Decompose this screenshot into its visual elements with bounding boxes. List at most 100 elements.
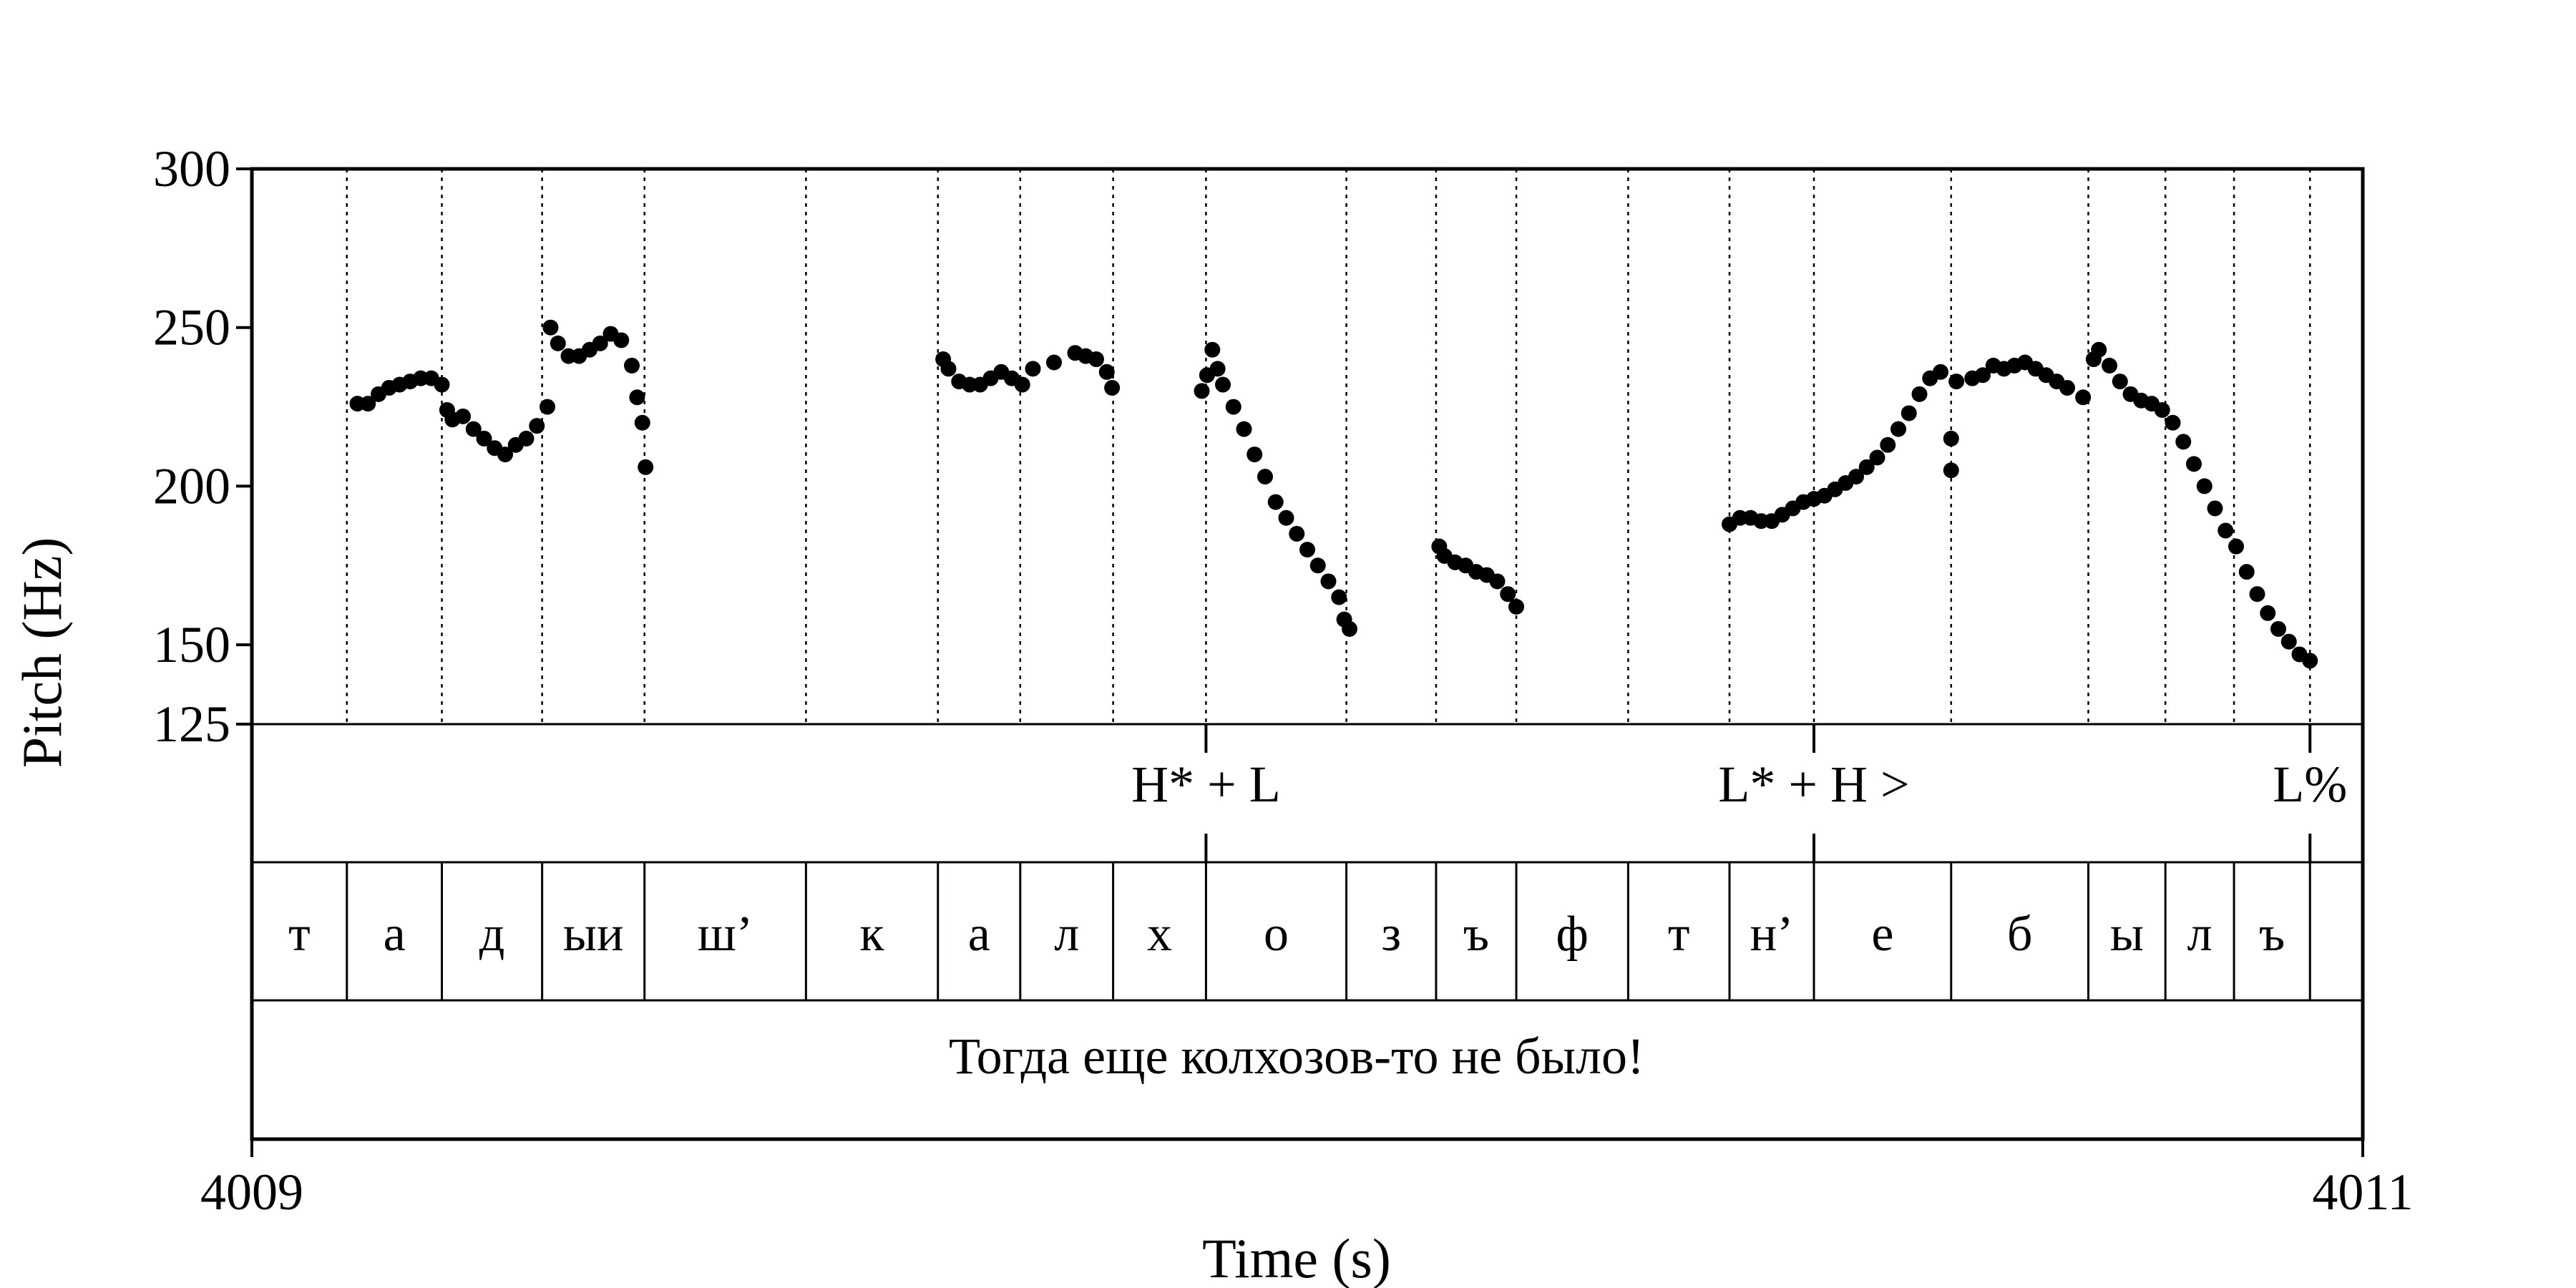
pitch-point [529, 418, 545, 434]
pitch-point [634, 414, 650, 431]
pitch-point [476, 430, 492, 447]
pitch-point [1880, 436, 1896, 453]
pitch-point [1320, 573, 1337, 590]
pitch-point [1267, 494, 1284, 510]
pitch-point [1209, 361, 1226, 377]
outer-frame [250, 167, 2365, 1141]
pitch-point [1911, 386, 1928, 402]
pitch-point [540, 399, 555, 415]
segment-label: а [968, 907, 990, 962]
y-tick-label: 250 [153, 299, 230, 356]
segment-label: д [479, 907, 505, 962]
pitch-point [550, 335, 566, 351]
pitch-point [1331, 589, 1347, 605]
pitch-point [2175, 434, 2192, 450]
x-tick-label-end: 4011 [2312, 1163, 2413, 1221]
pitch-point [2196, 478, 2212, 494]
segment-label: ф [1556, 907, 1589, 962]
pitch-point [2260, 605, 2276, 621]
pitch-point [1046, 354, 1062, 371]
segment-label: л [1054, 907, 1079, 962]
pitch-point [1257, 469, 1273, 485]
y-tick-label: 200 [153, 457, 230, 514]
pitch-point [2302, 653, 2318, 669]
segment-label: ш’ [698, 907, 753, 962]
pitch-points [349, 319, 2318, 669]
segment-label: ъ [2259, 907, 2285, 962]
pitch-point [2154, 402, 2170, 419]
pitch-point [1246, 447, 1263, 463]
pitch-point [518, 430, 535, 447]
pitch-point [1943, 462, 1959, 479]
pitch-point [2249, 586, 2265, 602]
pitch-point [1901, 405, 1917, 421]
segment-label: х [1147, 907, 1172, 962]
pitch-point [1489, 573, 1506, 590]
pitch-point [1098, 364, 1115, 380]
pitch-point [434, 376, 450, 393]
x-tick-label-start: 4009 [200, 1163, 303, 1221]
segment-label: т [1668, 907, 1690, 962]
y-axis-label: Pitch (Hz) [11, 537, 73, 769]
pitch-point [2280, 633, 2297, 650]
pitch-point [2091, 341, 2107, 358]
tone-label: H* + L [1131, 756, 1281, 813]
tone-label: L% [2273, 756, 2347, 813]
segment-label: н’ [1750, 907, 1794, 962]
tone-label: L* + H > [1718, 756, 1909, 813]
sentence-label: Тогда еще колхозов-то не было! [949, 1028, 1644, 1085]
pitch-point [1869, 449, 1885, 466]
pitch-point [2059, 379, 2075, 396]
pitch-point [1975, 367, 1991, 384]
pitch-point [1204, 341, 1221, 358]
pitch-point [638, 459, 654, 475]
segment-label: ыи [563, 907, 624, 962]
tier-boundaries [346, 169, 2311, 1000]
pitch-point [629, 389, 645, 406]
pitch-point [2075, 389, 2092, 406]
pitch-point [542, 319, 559, 336]
pitch-point [613, 332, 630, 348]
segment-label: а [384, 907, 406, 962]
pitch-point [360, 396, 376, 412]
pitch-point [1278, 509, 1294, 526]
pitch-point [2228, 538, 2244, 555]
pitch-point [2207, 500, 2223, 517]
pitch-point [2165, 414, 2181, 431]
segment-label: ъ [1463, 907, 1489, 962]
pitch-point [1104, 379, 1121, 396]
y-tick-label: 300 [153, 140, 230, 197]
pitch-point [1342, 620, 1357, 637]
pitch-point [1933, 364, 1948, 380]
pitch-point [465, 421, 482, 437]
pitch-point [1500, 586, 1516, 602]
pitch-point [1943, 430, 1959, 447]
pitch-point [497, 447, 513, 463]
tone-tier: H* + L L* + H > L% [1131, 724, 2347, 862]
pitch-point [1225, 399, 1241, 415]
pitch-point [1194, 383, 1210, 399]
pitch-point [455, 408, 471, 424]
pitch-point [1508, 598, 1525, 615]
y-axis-ticks: 125 150 200 250 300 [153, 140, 252, 753]
pitch-point [1299, 542, 1315, 558]
segment-label: е [1871, 907, 1893, 962]
pitch-point [1025, 361, 1041, 377]
pitch-point [1948, 374, 1965, 390]
pitch-point [2186, 456, 2202, 472]
pitch-point [592, 335, 608, 351]
pitch-point [624, 357, 640, 374]
pitch-point [2270, 620, 2286, 637]
pitch-point [2112, 374, 2128, 390]
pitch-point [1848, 469, 1864, 485]
pitch-point [1289, 525, 1305, 542]
segment-label: т [288, 907, 311, 962]
segment-label: б [2007, 907, 2033, 962]
segment-label: з [1381, 907, 1401, 962]
pitch-point [2102, 357, 2117, 374]
plot-frame [250, 167, 2365, 1157]
segment-label: о [1264, 907, 1289, 962]
pitch-point [2238, 564, 2255, 580]
segment-label: л [2187, 907, 2212, 962]
pitch-point [1890, 421, 1906, 437]
